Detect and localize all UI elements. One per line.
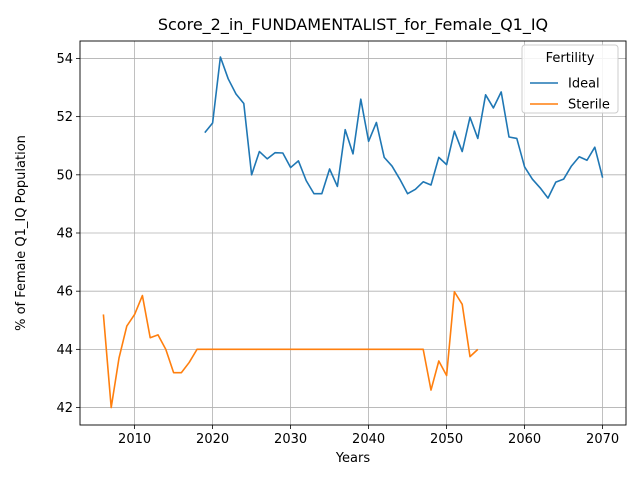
y-tick-label: 44: [56, 343, 73, 358]
x-tick-label: 2040: [352, 432, 385, 447]
series-line-sterile: [102, 290, 479, 409]
legend: Fertility Ideal Sterile: [521, 44, 619, 114]
legend-label-ideal: Ideal: [568, 77, 600, 92]
y-tick-label: 50: [56, 168, 73, 183]
chart-title: Score_2_in_FUNDAMENTALIST_for_Female_Q1_…: [158, 15, 548, 35]
legend-label-sterile: Sterile: [568, 98, 610, 113]
y-tick-label: 46: [56, 285, 73, 300]
y-tick-label: 42: [56, 401, 73, 416]
y-tick-label: 54: [56, 52, 73, 67]
x-tick-label: 2070: [586, 432, 619, 447]
y-tick-label: 52: [56, 110, 73, 125]
x-tick-label: 2020: [196, 432, 229, 447]
axis-ticks: 2010 2020 2030 2040 2050 2060 2070 42 44 46 48 50 52…: [56, 52, 619, 447]
plot-series: [102, 56, 604, 409]
x-tick-label: 2010: [118, 432, 151, 447]
series-line-ideal: [204, 56, 604, 199]
y-tick-label: 48: [56, 227, 73, 242]
x-tick-label: 2030: [274, 432, 307, 447]
x-axis-label: Years: [335, 451, 371, 466]
x-tick-label: 2060: [508, 432, 541, 447]
legend-box: [521, 44, 619, 114]
x-tick-label: 2050: [430, 432, 463, 447]
y-axis-label: % of Female Q1_IQ Population: [14, 135, 29, 331]
legend-items: Ideal Sterile: [530, 77, 610, 113]
legend-title: Fertility: [546, 51, 595, 66]
grid: [80, 41, 626, 425]
